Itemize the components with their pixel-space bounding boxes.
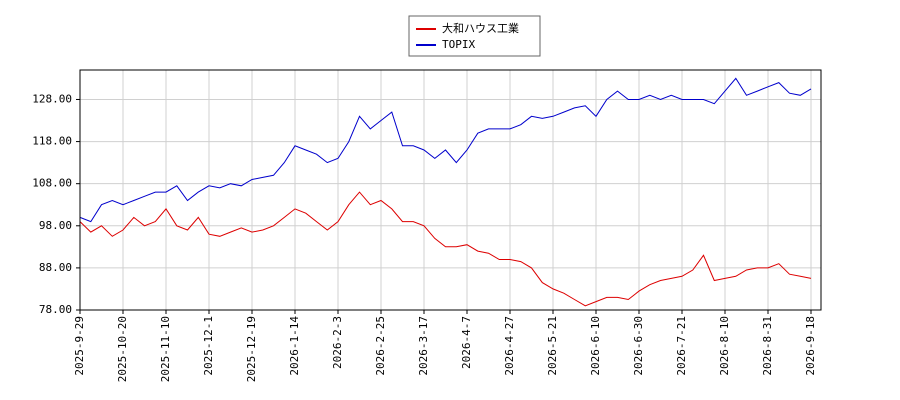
x-tick-label: 2025-9-29	[73, 316, 86, 376]
y-tick-label: 78.00	[39, 303, 72, 316]
x-tick-label: 2025-12-19	[245, 316, 258, 382]
x-tick-label: 2025-10-20	[116, 316, 129, 382]
legend: 大和ハウス工業 TOPIX	[408, 15, 541, 57]
y-tick-label: 108.00	[32, 177, 72, 190]
x-tick-label: 2025-12-1	[202, 316, 215, 376]
x-tick-label: 2026-1-14	[288, 316, 301, 376]
x-tick-label: 2026-2-25	[374, 316, 387, 376]
series-line	[79, 77, 812, 223]
plot-frame	[79, 69, 822, 311]
x-tick-label: 2025-11-10	[159, 316, 172, 382]
x-tick-label: 2026-5-21	[546, 316, 559, 376]
x-tick-label: 2026-4-27	[503, 316, 516, 376]
legend-box	[408, 15, 541, 57]
legend-label: 大和ハウス工業	[442, 21, 519, 35]
y-tick-label: 128.00	[32, 92, 72, 105]
legend-label: TOPIX	[442, 38, 475, 51]
x-tick-label: 2026-6-10	[589, 316, 602, 376]
x-tick-label: 2026-6-30	[632, 316, 645, 376]
x-tick-label: 2026-2-3	[331, 316, 344, 369]
x-tick-label: 2026-4-7	[460, 316, 473, 369]
y-tick-label: 88.00	[39, 261, 72, 274]
x-tick-label: 2026-7-21	[675, 316, 688, 376]
x-tick-label: 2026-9-18	[804, 316, 817, 376]
series-line	[79, 191, 812, 307]
x-tick-label: 2026-8-10	[718, 316, 731, 376]
x-tick-label: 2026-8-31	[761, 316, 774, 376]
y-tick-label: 118.00	[32, 135, 72, 148]
y-tick-label: 98.00	[39, 219, 72, 232]
x-tick-label: 2026-3-17	[417, 316, 430, 376]
